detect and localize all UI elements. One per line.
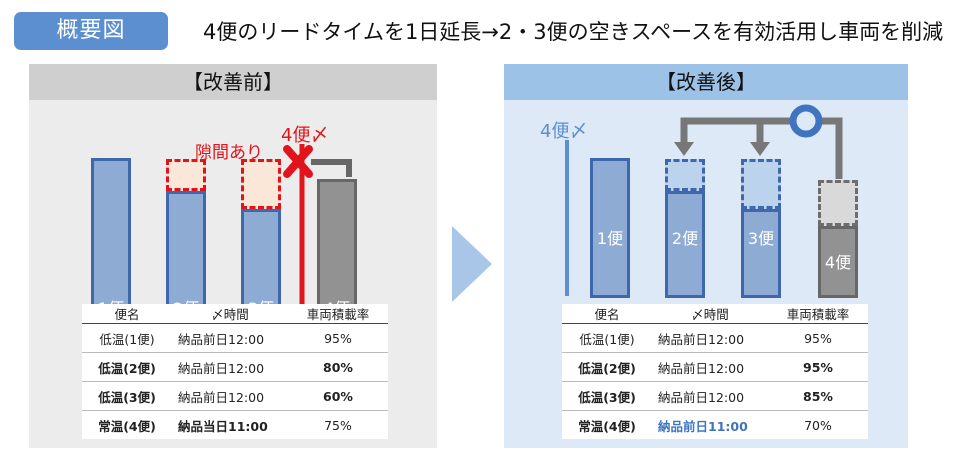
table-header-row: 便名 〆時間 車両積載率 [562,304,868,324]
cell: 95% [768,323,868,353]
after-table: 便名 〆時間 車両積載率 低温(1便) 納品前日12:00 95% 低温(2便)… [562,304,868,439]
cell: 低温(2便) [82,352,172,382]
transition-arrow-icon [452,226,492,302]
cell: 納品前日12:00 [652,352,768,382]
after-fill-2 [665,159,705,191]
before-panel: 【改善前】 1便 2便 3便 4便 隙間あり 4便〆 便名 〆時間 車両積載率 [29,64,437,448]
before-deadline-label: 4便〆 [281,125,329,146]
gap-label: 隙間あり [195,143,263,163]
before-title: 【改善前】 [29,64,437,100]
cell: 70% [768,410,868,439]
cell: 常温(4便) [562,410,652,439]
after-bar-1: 1便 [590,158,630,298]
cell: 低温(2便) [562,352,652,382]
ring-icon [789,104,823,138]
after-bar-2: 2便 [665,191,705,298]
after-title: 【改善後】 [504,64,908,100]
cell: 低温(1便) [82,323,172,353]
table-row: 低温(3便) 納品前日12:00 60% [82,381,388,411]
col-header-load: 車両積載率 [288,304,388,324]
cell: 常温(4便) [82,410,172,439]
cell: 納品前日12:00 [172,381,288,411]
col-header-time: 〆時間 [172,304,288,324]
table-row: 低温(3便) 納品前日12:00 85% [562,381,868,411]
cell: 納品前日12:00 [652,381,768,411]
cell: 85% [768,381,868,411]
col-header-time: 〆時間 [652,304,768,324]
col-header-name: 便名 [562,304,652,324]
table-header-row: 便名 〆時間 車両積載率 [82,304,388,324]
headline: 4便のリードタイムを1日延長→2・3便の空きスペースを有効活用し車両を削減 [203,20,944,44]
table-row: 低温(1便) 納品前日12:00 95% [82,323,388,353]
after-bar-2-label: 2便 [671,229,699,248]
table-row: 低温(2便) 納品前日12:00 95% [562,352,868,382]
col-header-name: 便名 [82,304,172,324]
cell: 納品前日12:00 [172,352,288,382]
after-bar-1-label: 1便 [596,229,624,248]
after-bar-3-label: 3便 [747,229,775,248]
cell: 納品前日12:00 [172,323,288,353]
overview-badge: 概要図 [14,12,168,50]
after-moved-space-4 [818,180,858,226]
arrow-head-2 [674,142,694,156]
after-panel: 【改善後】 4便〆 1便 2便 3便 4便 便名 〆時間 車両積載率 [504,64,908,448]
cell: 低温(1便) [562,323,652,353]
cell: 75% [288,410,388,439]
table-row: 常温(4便) 納品前日11:00 70% [562,410,868,439]
after-deadline-label: 4便〆 [540,121,588,142]
arrow-head-3 [750,142,770,156]
cell: 納品当日11:00 [172,410,288,439]
cell: 納品前日12:00 [652,323,768,353]
after-bar-4: 4便 [818,226,858,298]
return-arrow [311,159,352,177]
flow-arrows-graphic [565,104,843,296]
after-fill-3 [741,159,781,209]
before-gap-2 [166,159,206,191]
before-gap-3 [241,159,281,209]
after-bar-4-label: 4便 [824,253,852,272]
cell: 60% [288,381,388,411]
cell: 低温(3便) [562,381,652,411]
table-row: 低温(2便) 納品前日12:00 80% [82,352,388,382]
cell: 納品前日11:00 [652,410,768,439]
cell: 80% [288,352,388,382]
cell: 95% [768,352,868,382]
before-table: 便名 〆時間 車両積載率 低温(1便) 納品前日12:00 95% 低温(2便)… [82,304,388,439]
cross-icon [283,145,313,178]
table-row: 常温(4便) 納品当日11:00 75% [82,410,388,439]
cell: 95% [288,323,388,353]
col-header-load: 車両積載率 [768,304,868,324]
cell: 低温(3便) [82,381,172,411]
after-bar-3: 3便 [741,209,781,298]
table-row: 低温(1便) 納品前日12:00 95% [562,323,868,353]
